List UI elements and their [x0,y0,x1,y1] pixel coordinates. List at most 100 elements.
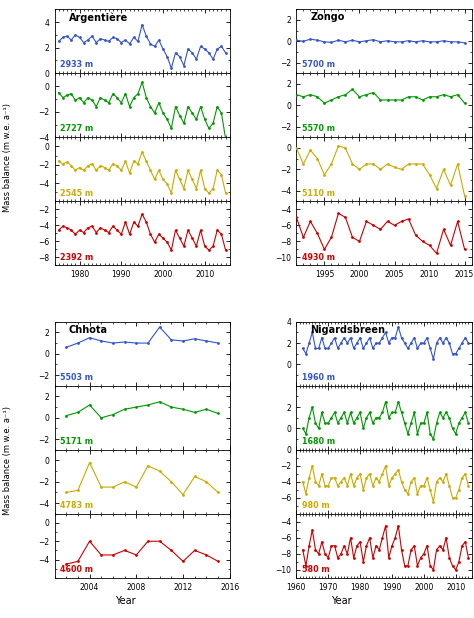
Point [98,413,105,423]
Point [180,61,188,70]
Point [405,159,412,169]
Point [452,493,459,502]
Point [92,165,100,175]
Point [184,225,192,235]
Point [101,35,109,45]
Point [404,489,412,499]
Point [202,477,210,487]
Text: Zongo: Zongo [310,12,345,22]
Point [176,111,183,121]
Point [113,161,121,171]
Point [449,349,456,358]
Point [375,338,383,348]
Point [447,180,455,190]
Point [133,402,140,412]
Point [88,159,96,169]
Point [146,229,154,239]
Point [449,423,456,433]
Point [328,338,335,348]
Point [462,469,469,479]
Point [191,407,199,417]
Point [347,332,355,342]
Point [340,332,348,342]
Point [433,477,440,487]
Point [344,418,351,428]
Point [176,233,183,243]
Point [412,37,419,47]
Point [189,48,196,57]
Point [377,224,384,234]
Point [300,232,307,242]
Point [442,533,450,543]
Point [218,108,225,118]
Point [331,407,338,417]
Point [439,413,447,423]
Point [320,170,328,180]
Point [404,561,412,571]
Point [455,344,463,353]
Point [105,227,112,237]
Point [133,482,140,492]
Point [130,217,137,227]
Text: 5110 m: 5110 m [301,188,335,198]
Point [113,225,121,235]
Point [429,354,437,364]
Point [159,174,167,184]
Point [465,418,472,428]
Point [314,154,321,164]
Point [320,245,328,255]
Point [385,481,392,491]
Point [189,108,196,118]
Point [210,54,217,64]
Point [356,332,364,342]
Point [321,344,329,353]
Point [328,95,335,105]
Point [63,157,71,167]
Point [63,411,70,421]
Point [417,418,424,428]
Point [401,418,409,428]
Point [222,188,229,198]
Point [447,37,455,47]
Point [384,95,392,105]
Point [372,338,380,348]
Point [213,44,221,54]
Point [130,93,137,103]
Point [414,344,421,353]
Point [328,413,335,423]
Point [404,429,412,439]
Point [213,101,221,111]
Point [318,537,326,547]
Point [391,37,398,47]
Point [375,413,383,423]
Point [369,481,377,491]
Point [74,485,82,495]
Point [388,332,396,342]
Point [394,521,402,531]
Point [144,536,152,546]
Point [67,89,75,99]
Point [192,241,200,251]
Point [80,227,88,237]
Point [440,90,447,99]
Point [210,184,217,193]
Point [180,184,188,193]
Point [388,473,396,483]
Point [356,237,363,247]
Point [447,92,455,102]
Point [314,92,321,102]
Point [164,237,171,247]
Point [214,408,222,418]
Point [342,213,349,222]
Text: 580 m: 580 m [301,565,329,574]
Point [363,338,370,348]
Point [133,550,140,560]
Point [92,38,100,48]
Point [331,473,338,483]
Point [353,413,361,423]
Point [369,344,377,353]
Point [172,225,179,235]
Point [410,541,418,551]
Point [372,413,380,423]
Point [214,488,222,497]
